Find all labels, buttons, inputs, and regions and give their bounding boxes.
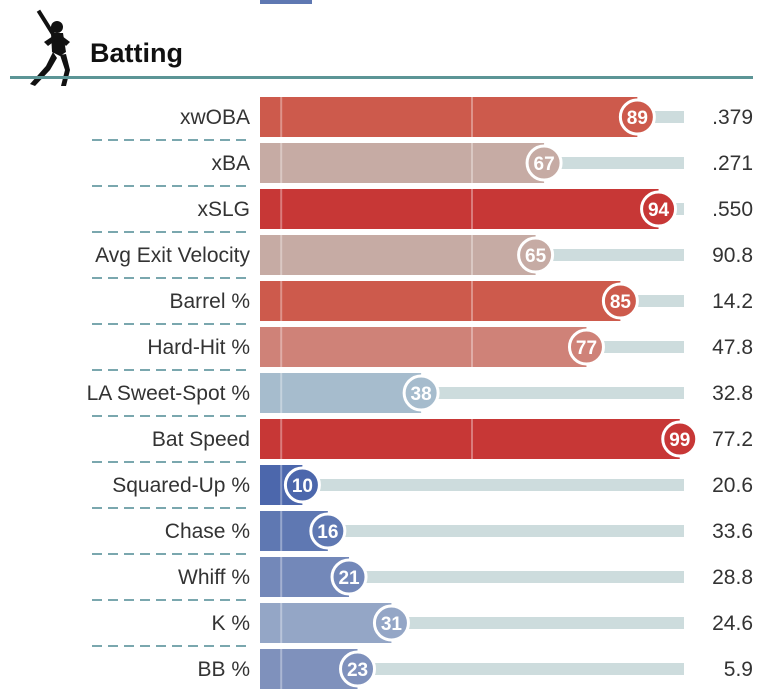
percentile-label: 99 <box>669 430 690 451</box>
row-label: LA Sweet-Spot % <box>87 382 250 405</box>
stat-value: 20.6 <box>712 474 753 497</box>
row-label: Whiff % <box>178 566 250 589</box>
bar-track <box>260 479 684 491</box>
stat-value: 90.8 <box>712 244 753 267</box>
percentile-label: 77 <box>576 338 597 359</box>
percentile-marker <box>402 374 440 412</box>
row-label: xwOBA <box>180 106 250 129</box>
bar-gridline <box>471 97 473 137</box>
percentile-label: 38 <box>411 384 432 405</box>
stat-value: .550 <box>712 198 753 221</box>
stat-value: 28.8 <box>712 566 753 589</box>
bar-gridline <box>280 373 283 413</box>
section-title: Batting <box>90 38 183 68</box>
row-label: BB % <box>197 658 250 681</box>
percentile-marker <box>283 466 321 504</box>
row-label: Avg Exit Velocity <box>95 244 250 267</box>
bar-gridline <box>280 143 283 183</box>
percentile-bar <box>260 143 545 183</box>
percentile-label: 94 <box>648 200 670 221</box>
row-label: K % <box>211 612 250 635</box>
bar-gridline <box>471 281 473 321</box>
percentile-label: 21 <box>338 568 360 589</box>
percentile-label: 31 <box>381 614 403 635</box>
percentile-marker <box>618 98 656 136</box>
bar-gridline <box>471 327 473 367</box>
row-label: Bat Speed <box>152 428 250 451</box>
bar-gridline <box>280 235 283 275</box>
bar-track <box>260 525 684 537</box>
bar-gridline <box>471 189 473 229</box>
percentile-label: 85 <box>610 292 632 313</box>
percentile-marker <box>601 282 639 320</box>
stat-value: .379 <box>712 106 753 129</box>
percentile-bar <box>260 419 680 459</box>
stat-value: 14.2 <box>712 290 753 313</box>
percentile-label: 65 <box>525 246 547 267</box>
stat-value: 32.8 <box>712 382 753 405</box>
percentile-marker <box>339 650 377 688</box>
percentile-label: 10 <box>292 476 313 497</box>
bar-gridline <box>280 281 283 321</box>
bar-gridline <box>471 143 473 183</box>
percentile-marker <box>517 236 555 274</box>
bar-gridline <box>471 235 473 275</box>
stat-value: 5.9 <box>724 658 753 681</box>
percentile-bar <box>260 327 587 367</box>
percentile-label: 16 <box>317 522 338 543</box>
percentile-bar <box>260 603 392 643</box>
percentile-marker <box>309 512 347 550</box>
bar-gridline <box>471 419 473 459</box>
stat-value: .271 <box>712 152 753 175</box>
bar-gridline <box>280 603 283 643</box>
percentile-marker <box>567 328 605 366</box>
stat-value: 24.6 <box>712 612 753 635</box>
bar-gridline <box>280 97 283 137</box>
percentile-marker <box>330 558 368 596</box>
bar-gridline <box>280 511 283 551</box>
percentile-bar <box>260 373 422 413</box>
stat-value: 47.8 <box>712 336 753 359</box>
percentile-marker <box>525 144 563 182</box>
row-label: Chase % <box>165 520 250 543</box>
row-label: Squared-Up % <box>112 474 250 497</box>
bar-gridline <box>280 557 283 597</box>
row-label: Hard-Hit % <box>147 336 250 359</box>
percentile-label: 67 <box>534 154 555 175</box>
bar-gridline <box>280 189 283 229</box>
section-rule <box>10 76 753 79</box>
percentile-marker <box>372 604 410 642</box>
percentile-bar <box>260 235 536 275</box>
row-label: Barrel % <box>169 290 250 313</box>
bar-gridline <box>280 419 283 459</box>
percentile-label: 23 <box>347 660 368 681</box>
row-label: xBA <box>211 152 250 175</box>
percentile-bar <box>260 189 659 229</box>
stat-value: 77.2 <box>712 428 753 451</box>
chart-rows: xwOBA 89 .379 xBA 67 .271 xSLG 94 .550 Avg Exit V… <box>87 97 753 689</box>
percentile-label: 89 <box>627 108 648 129</box>
percentile-marker <box>661 420 699 458</box>
percentile-bar <box>260 281 621 321</box>
stat-value: 33.6 <box>712 520 753 543</box>
row-label: xSLG <box>197 198 250 221</box>
bar-gridline <box>280 649 283 689</box>
previous-section-bar-fragment <box>260 0 312 4</box>
percentile-bar <box>260 97 638 137</box>
bar-gridline <box>280 465 283 505</box>
batter-icon <box>30 9 70 86</box>
percentile-marker <box>640 190 678 228</box>
bar-gridline <box>280 327 283 367</box>
